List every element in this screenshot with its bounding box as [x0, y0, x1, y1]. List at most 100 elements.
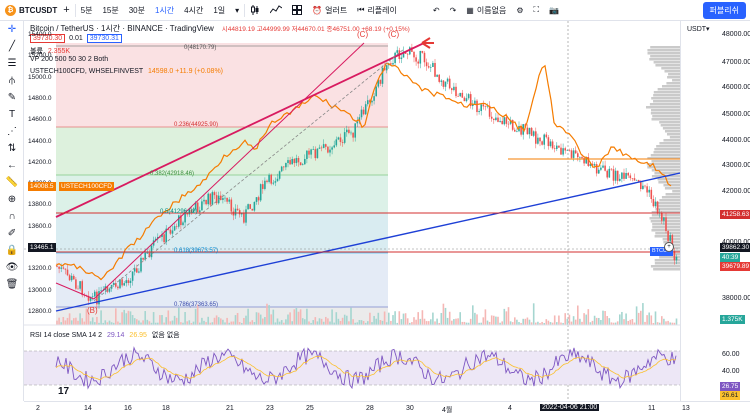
volume-bar [266, 303, 268, 325]
candle-body [138, 271, 140, 273]
sell-price-button[interactable]: 39730.30 [30, 34, 66, 43]
time-scale[interactable]: 2 14 16 18 21 23 25 28 30 4월 4 2022-04-06 21:00 11 1… [24, 386, 750, 416]
candle-body [64, 268, 67, 270]
candle-body [159, 236, 161, 238]
trendline-icon[interactable]: ╱ [8, 41, 16, 52]
layout-name-button[interactable]: ▦ 이름없음 [461, 0, 511, 21]
candle-body [633, 178, 636, 181]
volume-bar [318, 318, 321, 325]
volume-bar [199, 322, 201, 325]
volume-bar [154, 322, 157, 325]
settings-icon[interactable]: ⚙ [516, 5, 524, 15]
price-scale[interactable]: USDT▾ 48000.00 47000.00 46000.00 45000.00 44… [680, 21, 750, 401]
zoom-in-icon[interactable]: ⊕ [7, 194, 17, 205]
interval-1h[interactable]: 1시간 [155, 5, 175, 15]
interval-1d[interactable]: 1일 [213, 5, 226, 15]
redo-icon[interactable]: ↷ [449, 5, 457, 15]
volume-profile-row [661, 67, 680, 70]
layout-icon[interactable] [287, 0, 307, 21]
volume-bar [427, 321, 430, 325]
trash-icon[interactable]: 🗑 [5, 279, 19, 290]
volume-bar [125, 313, 128, 325]
symbol-search[interactable]: ₿ BTCUSDT + [0, 0, 75, 21]
publish-button[interactable]: 퍼블리쉬 [702, 2, 746, 19]
volume-bar [161, 315, 163, 325]
volume-profile [646, 46, 680, 271]
interval-dropdown-icon[interactable]: ▾ [235, 5, 240, 15]
time-label: 11 [648, 405, 656, 412]
candle-body [278, 171, 281, 179]
candle-body [329, 149, 331, 153]
prediction-icon[interactable]: ⇅ [7, 143, 17, 154]
replay-button[interactable]: ⏮ 리플레이 [352, 0, 402, 21]
interval-4h[interactable]: 4시간 [184, 5, 204, 15]
volume-bar [532, 303, 535, 325]
buy-price-button[interactable]: 39730.31 [86, 34, 122, 43]
volume-bar [207, 316, 209, 325]
volume-bar [87, 312, 90, 325]
candle-body [598, 169, 600, 174]
undo-icon[interactable]: ↶ [432, 5, 440, 15]
volume-bar [264, 317, 266, 325]
volume-bar [537, 321, 539, 325]
candle-body [310, 149, 312, 155]
stay-in-drawing-icon[interactable]: ✐ [7, 228, 17, 239]
volume-bar [633, 322, 636, 325]
brush-icon[interactable]: ✎ [7, 92, 17, 103]
interval-30m[interactable]: 30분 [128, 5, 145, 15]
volume-bar [665, 321, 667, 325]
horizontal-lines-icon[interactable]: ☰ [7, 58, 17, 69]
volume-bar [604, 311, 606, 325]
fullscreen-icon[interactable]: ⛶ [533, 5, 540, 14]
candle-body [385, 65, 388, 71]
volume-bar [186, 321, 188, 325]
add-symbol-icon[interactable]: + [63, 4, 70, 16]
candle-body [400, 57, 403, 60]
volume-bar [459, 312, 461, 325]
volume-bar [637, 312, 640, 325]
lock-icon[interactable]: 🔒 [5, 245, 19, 256]
volume-bar [524, 318, 527, 325]
eye-icon[interactable]: 👁 [5, 262, 19, 273]
candle-body [432, 62, 434, 68]
chart-settings-icon[interactable]: + [664, 242, 674, 252]
volume-bar [455, 318, 457, 325]
candle-type-icon[interactable] [245, 0, 265, 21]
camera-icon[interactable]: 📷 [549, 5, 560, 15]
price-label: 44000.00 [722, 137, 750, 144]
candle-body [259, 184, 262, 201]
interval-5m[interactable]: 5분 [80, 5, 93, 15]
volume-bar [543, 322, 545, 325]
candle-body [640, 181, 642, 190]
volume-bar [490, 315, 493, 325]
candle-body [652, 199, 655, 207]
candle-body [539, 137, 541, 142]
candle-body [625, 173, 627, 179]
chart-area[interactable]: Bitcoin / TetherUS · 1시간 · BINANCE · Tra… [24, 21, 680, 401]
candle-body [73, 275, 75, 280]
left-price-label: 14200.0 [28, 158, 52, 166]
currency-selector[interactable]: USDT▾ [687, 26, 710, 33]
text-icon[interactable]: T [8, 109, 16, 120]
volume-bar [421, 310, 424, 325]
crosshair-icon[interactable]: ✛ [7, 24, 17, 35]
interval-15m[interactable]: 15분 [102, 5, 119, 15]
candle-body [266, 180, 268, 182]
price-label: 38000.00 [722, 295, 750, 302]
volume-bar [173, 315, 176, 325]
volume-bar [272, 309, 275, 325]
volume-bar [238, 322, 241, 325]
candle-body [268, 174, 270, 182]
indicators-icon[interactable] [265, 0, 287, 21]
ruler-icon[interactable]: 📏 [5, 177, 19, 188]
volume-bar [333, 322, 335, 325]
candle-body [96, 291, 98, 305]
back-arrow-icon[interactable]: ← [7, 160, 17, 171]
candle-body [337, 137, 340, 140]
pitchfork-icon[interactable]: ⫛ [9, 75, 15, 86]
magnet-icon[interactable]: ∩ [8, 211, 16, 222]
candle-body [163, 234, 165, 243]
alert-button[interactable]: ⏰ 얼러트 [307, 0, 352, 21]
candle-body [486, 105, 489, 107]
pattern-icon[interactable]: ⋰ [7, 126, 17, 137]
